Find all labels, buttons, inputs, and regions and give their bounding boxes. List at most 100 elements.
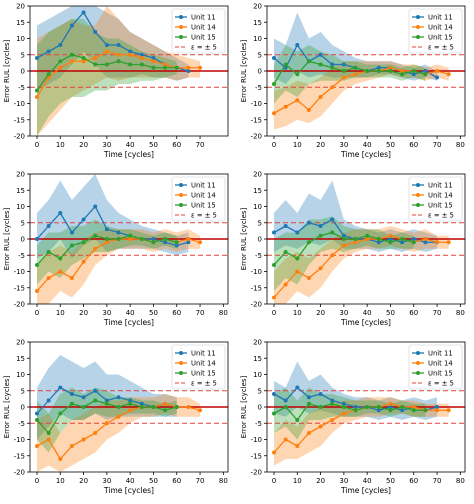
point-unit-11 <box>435 405 440 409</box>
point-unit-15 <box>330 230 335 235</box>
point-unit-15 <box>46 250 51 254</box>
point-unit-14 <box>411 405 416 409</box>
y-tick-label: -5 <box>255 252 262 260</box>
point-unit-15 <box>58 256 63 261</box>
band-unit-11 <box>36 6 189 91</box>
legend-marker-unit-15 <box>416 203 420 207</box>
point-unit-14 <box>388 401 393 406</box>
y-tick-label: -10 <box>251 268 262 276</box>
point-unit-11 <box>283 398 288 403</box>
x-tick-label: 60 <box>409 141 418 149</box>
point-unit-11 <box>93 204 98 209</box>
y-tick-label: 5 <box>258 387 262 395</box>
legend-box <box>171 176 226 222</box>
point-unit-15 <box>93 233 98 238</box>
x-tick-label: 10 <box>56 477 65 485</box>
point-unit-11 <box>116 230 121 235</box>
point-unit-15 <box>116 237 121 241</box>
series-line-unit-14 <box>273 235 449 298</box>
point-unit-11 <box>46 224 51 228</box>
series-line-unit-15 <box>273 60 426 85</box>
point-unit-14 <box>283 282 288 287</box>
point-unit-11 <box>318 392 323 396</box>
x-tick-label: 30 <box>102 477 111 485</box>
point-unit-14 <box>34 95 39 99</box>
point-unit-14 <box>186 237 191 241</box>
point-unit-14 <box>93 56 98 60</box>
x-tick-label: 50 <box>149 477 158 485</box>
point-unit-15 <box>34 88 39 93</box>
point-unit-15 <box>283 405 288 409</box>
y-tick-label: -20 <box>14 301 25 309</box>
point-unit-15 <box>388 69 393 73</box>
point-unit-11 <box>163 240 168 245</box>
point-unit-14 <box>58 457 63 461</box>
legend-label-unit-14: Unit 14 <box>191 24 216 32</box>
chart-panel-4: -20 -15 -10 -5 0 5 10 15 20 0 10 20 30 40 50 60 70 80 Time… <box>240 171 466 327</box>
y-tick-label: -10 <box>251 436 262 444</box>
point-unit-11 <box>139 52 144 57</box>
point-unit-15 <box>128 233 133 238</box>
point-unit-15 <box>93 62 98 67</box>
point-unit-11 <box>306 220 311 225</box>
chart-panel-1: -20 -15 -10 -5 0 5 10 15 20 0 10 20 30 40 50 60 70 Time [… <box>3 3 229 159</box>
y-tick-label: 10 <box>16 35 25 43</box>
point-unit-15 <box>104 401 109 406</box>
x-tick-label: 70 <box>196 141 205 149</box>
point-unit-15 <box>271 82 276 86</box>
point-unit-14 <box>93 431 98 435</box>
point-unit-14 <box>388 233 393 238</box>
point-unit-15 <box>306 401 311 406</box>
point-unit-14 <box>423 237 428 241</box>
point-unit-15 <box>295 418 300 422</box>
x-tick-label: 40 <box>126 309 135 317</box>
point-unit-15 <box>139 62 144 67</box>
x-tick-label: 70 <box>433 309 442 317</box>
point-unit-15 <box>341 405 346 409</box>
point-unit-15 <box>58 59 63 64</box>
point-unit-14 <box>93 246 98 251</box>
point-unit-14 <box>435 408 440 413</box>
point-unit-14 <box>128 408 133 413</box>
point-unit-11 <box>353 405 358 409</box>
point-unit-14 <box>283 437 288 442</box>
legend-label-threshold: ε = ± 5 <box>428 44 454 52</box>
point-unit-14 <box>271 295 276 300</box>
point-unit-15 <box>411 240 416 245</box>
legend-box <box>171 344 226 390</box>
legend-label-threshold: ε = ± 5 <box>428 380 454 388</box>
x-tick-label: 40 <box>363 141 372 149</box>
point-unit-14 <box>318 424 323 429</box>
point-unit-11 <box>318 52 323 57</box>
y-tick-label: 5 <box>258 219 262 227</box>
legend-label-unit-15: Unit 15 <box>191 370 216 378</box>
point-unit-14 <box>116 52 121 57</box>
x-tick-label: 0 <box>35 141 39 149</box>
point-unit-15 <box>81 405 86 409</box>
legend-marker-unit-11 <box>416 183 420 187</box>
x-tick-label: 10 <box>56 309 65 317</box>
legend-label-unit-14: Unit 14 <box>428 192 453 200</box>
point-unit-15 <box>58 411 63 416</box>
x-tick-label: 20 <box>316 477 325 485</box>
band-unit-11 <box>36 174 189 259</box>
chart-panel-2: -20 -15 -10 -5 0 5 10 15 20 0 10 20 30 40 50 60 70 80 Time… <box>240 3 466 159</box>
point-unit-15 <box>174 240 179 245</box>
point-unit-15 <box>271 263 276 267</box>
band-unit-14 <box>36 229 201 304</box>
point-unit-11 <box>104 43 109 47</box>
point-unit-14 <box>271 450 276 455</box>
legend-label-unit-11: Unit 11 <box>191 182 216 190</box>
point-unit-15 <box>423 72 428 77</box>
x-axis-label: Time [cycles] <box>340 150 391 159</box>
point-unit-15 <box>341 237 346 241</box>
x-tick-label: 0 <box>35 309 39 317</box>
legend-marker-unit-14 <box>179 361 183 365</box>
x-tick-label: 50 <box>386 477 395 485</box>
point-unit-11 <box>174 243 179 248</box>
legend-marker-unit-14 <box>416 25 420 29</box>
point-unit-14 <box>104 240 109 245</box>
point-unit-11 <box>69 392 74 396</box>
point-unit-15 <box>411 408 416 413</box>
x-tick-label: 60 <box>172 309 181 317</box>
